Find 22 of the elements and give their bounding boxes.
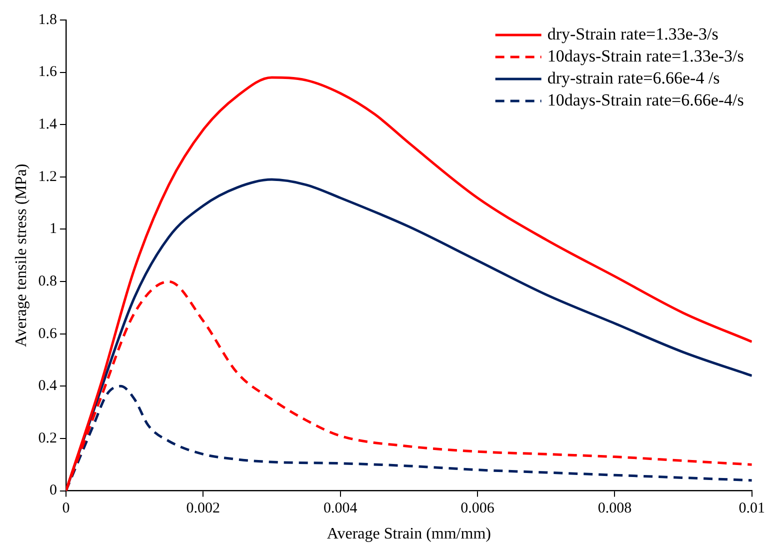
y-tick-label: 1.2 <box>38 168 57 185</box>
y-tick-label: 0.4 <box>38 378 58 394</box>
y-tick-label: 0.8 <box>38 273 57 290</box>
x-tick-label: 0.002 <box>186 500 220 517</box>
y-tick-label: 0.2 <box>38 430 57 446</box>
legend-label: dry-strain rate=6.66e-4 /s <box>547 68 720 88</box>
x-axis-title: Average Strain (mm/mm) <box>326 526 491 543</box>
y-axis-title: Average tensile stress (MPa) <box>12 164 30 347</box>
x-tick-label: 0 <box>62 500 70 517</box>
y-tick-label: 1.6 <box>38 64 58 80</box>
y-tick-label: 1.8 <box>38 12 57 28</box>
x-tick-label: 0.01 <box>738 500 765 517</box>
x-tick-label: 0.008 <box>598 500 632 517</box>
legend-label: 10days-Strain rate=6.66e-4/s <box>547 90 744 110</box>
y-tick-label: 0.6 <box>38 326 58 342</box>
x-tick-label: 0.004 <box>323 500 358 517</box>
y-tick-label: 1 <box>49 221 57 238</box>
x-tick-label: 0.006 <box>460 500 495 517</box>
legend-label: 10days-Strain rate=1.33e-3/s <box>547 46 744 66</box>
y-tick-label: 0 <box>49 482 57 499</box>
legend-label: dry-Strain rate=1.33e-3/s <box>547 24 718 44</box>
y-tick-label: 1.4 <box>38 116 58 133</box>
